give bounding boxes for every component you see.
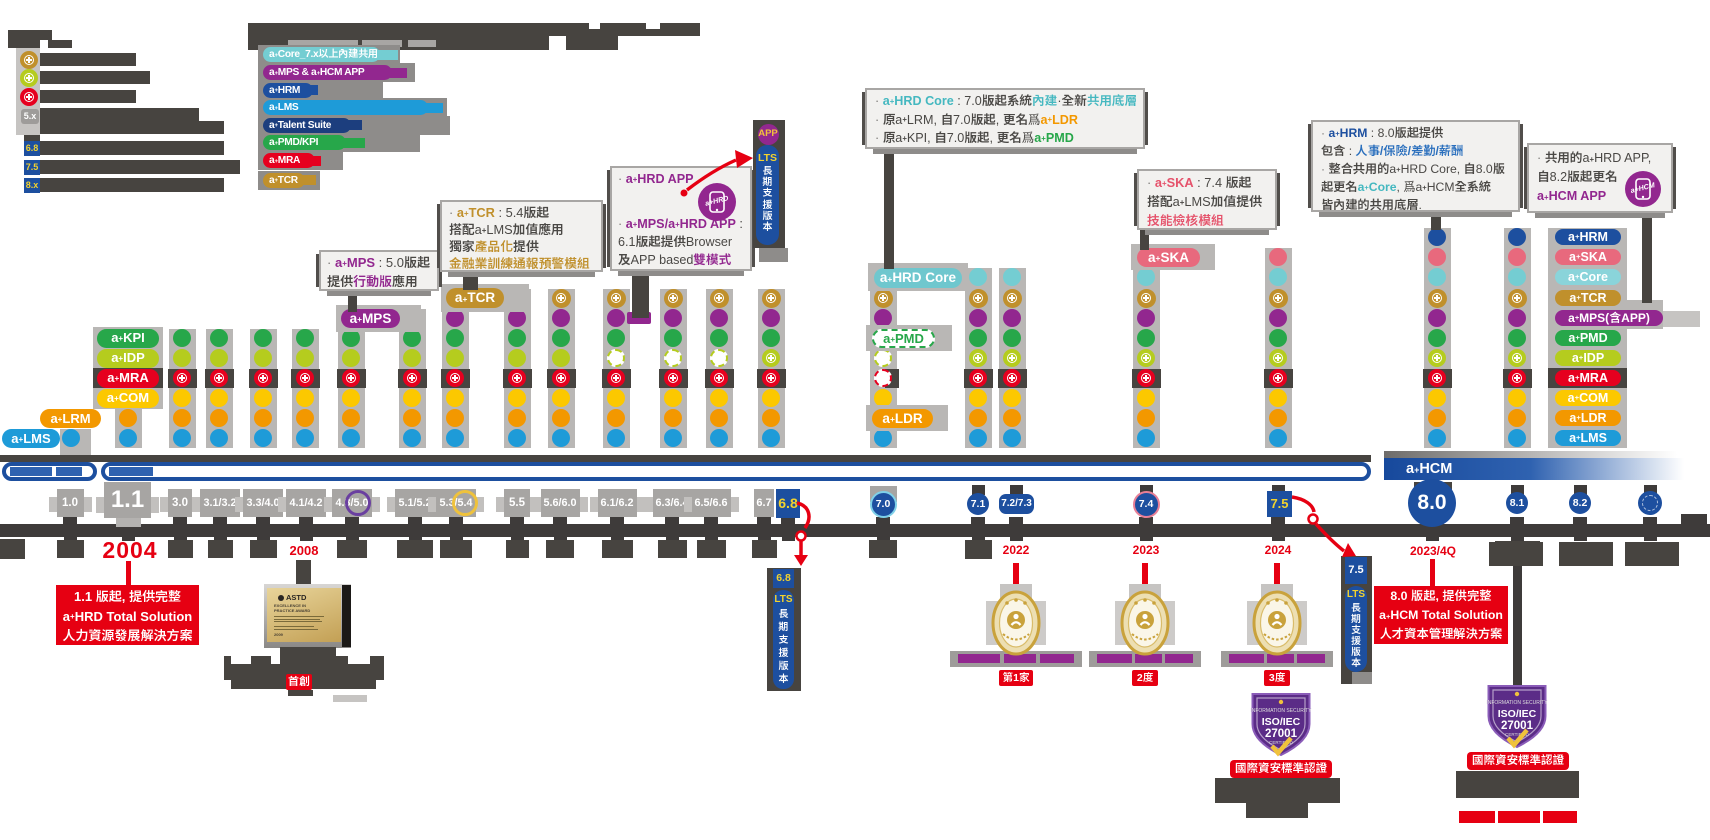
svg-text:ISO/IEC: ISO/IEC [1262, 716, 1301, 728]
svg-text:27001: 27001 [1501, 720, 1534, 732]
svg-text:INFORMATION SECURITY: INFORMATION SECURITY [1250, 708, 1312, 714]
svg-text:CERTIFIED: CERTIFIED [1269, 740, 1293, 745]
svg-text:CERTIFIED: CERTIFIED [1505, 732, 1529, 737]
svg-text:27001: 27001 [1265, 728, 1298, 740]
svg-text:ISO/IEC: ISO/IEC [1498, 708, 1537, 720]
svg-text:INFORMATION SECURITY: INFORMATION SECURITY [1486, 700, 1548, 706]
